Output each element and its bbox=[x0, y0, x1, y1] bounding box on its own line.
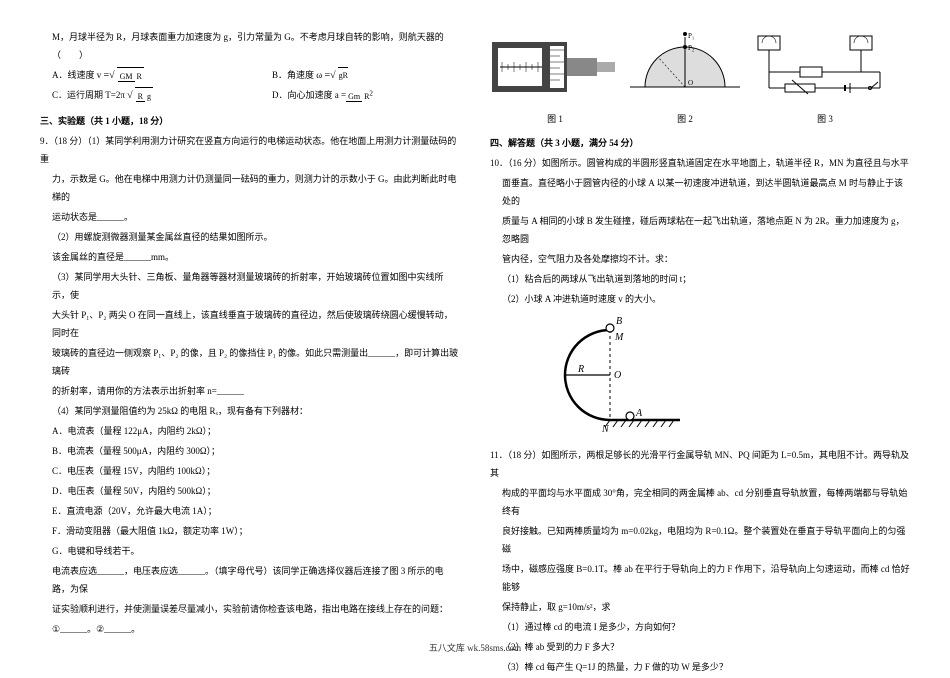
svg-text:O: O bbox=[688, 79, 693, 87]
item-c: C．电压表（量程 15V，内阻约 100kΩ）； bbox=[40, 462, 460, 480]
q11-line4: 场中，磁感应强度 B=0.1T。棒 ab 在平行于导轨向上的力 F 作用下，沿导… bbox=[490, 560, 910, 596]
figure-3: 图 3 bbox=[750, 32, 900, 128]
figures-row: 图 1 P₁ P₂ O 图 2 bbox=[490, 32, 910, 128]
q9-p3c: 玻璃砖的直径边一侧观察 P₁、P₂ 的像，且 P₂ 的像挡住 P₁ 的像。如此只… bbox=[40, 344, 460, 380]
left-column: M，月球半径为 R，月球表面重力加速度为 g，引力常量为 G。不考虑月球自转的影… bbox=[40, 28, 460, 678]
semicircle-diagram-icon: P₁ P₂ O bbox=[630, 32, 740, 102]
sqrt-icon: √ bbox=[127, 90, 133, 101]
figure-2: P₁ P₂ O 图 2 bbox=[630, 32, 740, 128]
fig3-caption: 图 3 bbox=[750, 110, 900, 128]
option-row-cd: C．运行周期 T=2π √Rg D．向心加速度 a =GmR2 bbox=[40, 86, 460, 106]
q11-line5: 保持静止，取 g=10m/s²，求 bbox=[490, 598, 910, 616]
option-d: D．向心加速度 a =GmR2 bbox=[272, 86, 460, 106]
q10-line1: 10．（16 分）如图所示。圆管构成的半圆形竖直轨道固定在水平地面上，轨道半径 … bbox=[490, 154, 910, 172]
q10-line3: 质量与 A 相同的小球 B 发生碰撞，碰后两球粘在一起飞出轨道，落地点距 N 为… bbox=[490, 212, 910, 248]
opt-a-label: A．线速度 v bbox=[52, 70, 101, 80]
svg-text:P₁: P₁ bbox=[688, 32, 694, 40]
opt-a-den: R bbox=[135, 72, 144, 81]
q9-line2: 力，示数是 G。他在电梯中用测力计仍测量同一砝码的重力，则测力计的示数小于 G。… bbox=[40, 170, 460, 206]
label-n: N bbox=[601, 424, 610, 435]
item-a: A．电流表（量程 122μA，内阻约 2kΩ）； bbox=[40, 422, 460, 440]
option-c: C．运行周期 T=2π √Rg bbox=[52, 86, 272, 106]
option-b: B．角速度 ω =√gR bbox=[272, 66, 460, 86]
q10-sub1: （1）粘合后的两球从飞出轨道到落地的时间 t； bbox=[490, 270, 910, 288]
footer-text: 五八文库 wk.58sms.com bbox=[0, 641, 950, 654]
q9-p3d: 的折射率，请用你的方法表示出折射率 n=______ bbox=[40, 382, 460, 400]
label-m: M bbox=[614, 332, 624, 343]
q9-p5b: 证实验顺利进行，并使测量误差尽量减小，实验前请你检查该电路，指出电路在接线上存在… bbox=[40, 600, 460, 618]
opt-b-expr: gR bbox=[338, 67, 348, 84]
q9-line3: 运动状态是______。 bbox=[40, 208, 460, 226]
item-g: G．电键和导线若干。 bbox=[40, 542, 460, 560]
q10-line2: 面垂直。直径略小于圆管内径的小球 A 以某一初速度冲进轨道，到达半圆轨道最高点 … bbox=[490, 174, 910, 210]
fig2-caption: 图 2 bbox=[630, 110, 740, 128]
label-o: O bbox=[614, 370, 621, 381]
q9-p5c: ①______。②______。 bbox=[40, 620, 460, 638]
q9-p2b: 该金属丝的直径是______mm。 bbox=[40, 248, 460, 266]
item-d: D．电压表（量程 50V，内阻约 500kΩ）； bbox=[40, 482, 460, 500]
q9-p3b: 大头针 P₁、P₂ 两尖 O 在同一直线上，该直线垂直于玻璃砖的直径边，然后使玻… bbox=[40, 306, 460, 342]
opt-c-label: C．运行周期 T=2π bbox=[52, 90, 125, 100]
label-b: B bbox=[616, 316, 622, 327]
option-a: A．线速度 v =√GMR bbox=[52, 66, 272, 86]
q11-sub3: （3）棒 cd 每产生 Q=1J 的热量，力 F 做的功 W 是多少？ bbox=[490, 658, 910, 676]
item-f: F．滑动变阻器（最大阻值 1kΩ，额定功率 1W）； bbox=[40, 522, 460, 540]
q9-p3a: （3）某同学用大头针、三角板、量角器等器材测量玻璃砖的折射率，开始玻璃砖位置如图… bbox=[40, 268, 460, 304]
q11-line1: 11．（18 分）如图所示，两根足够长的光滑平行金属导轨 MN、PQ 间距为 L… bbox=[490, 446, 910, 482]
opt-d-label: D．向心加速度 a bbox=[272, 90, 339, 100]
q9-line1: 9．（18 分）（1）某同学利用测力计研究在竖直方向运行的电梯运动状态。他在地面… bbox=[40, 132, 460, 168]
track-diagram-icon: B M R O N A bbox=[510, 310, 690, 440]
opt-d-num: Gm bbox=[346, 92, 362, 102]
option-row-ab: A．线速度 v =√GMR B．角速度 ω =√gR bbox=[40, 66, 460, 86]
q10-line4: 管内径，空气阻力及各处摩擦均不计。求： bbox=[490, 250, 910, 268]
q11-line3: 良好接触。已知两棒质量均为 m=0.02kg，电阻均为 R=0.1Ω。整个装置处… bbox=[490, 522, 910, 558]
section-4-heading: 四、解答题（共 3 小题，满分 54 分） bbox=[490, 134, 910, 152]
right-column: 图 1 P₁ P₂ O 图 2 bbox=[490, 28, 910, 678]
q9-p2a: （2）用螺旋测微器测量某金属丝直径的结果如图所示。 bbox=[40, 228, 460, 246]
sqrt-icon: =√ bbox=[324, 70, 335, 81]
opt-a-num: GM bbox=[118, 72, 135, 82]
label-a: A bbox=[635, 408, 643, 419]
opt-d-den: R2 bbox=[362, 92, 375, 101]
question-intro: M，月球半径为 R，月球表面重力加速度为 g，引力常量为 G。不考虑月球自转的影… bbox=[40, 28, 460, 64]
micrometer-icon bbox=[490, 32, 620, 102]
q9-p5a: 电流表应选______，电压表应选______。（填字母代号）该同学正确选择仪器… bbox=[40, 562, 460, 598]
circuit-diagram-icon bbox=[750, 32, 900, 102]
q11-sub1: （1）通过棒 cd 的电流 I 是多少，方向如何？ bbox=[490, 618, 910, 636]
fig1-caption: 图 1 bbox=[490, 110, 620, 128]
q10-sub2: （2）小球 A 冲进轨道时速度 v 的大小。 bbox=[490, 290, 910, 308]
q9-p4: （4）某同学测量阻值约为 25kΩ 的电阻 Rₓ，现有备有下列器材： bbox=[40, 402, 460, 420]
q11-line2: 构成的平面均与水平面成 30°角，完全相同的两金属棒 ab、cd 分别垂直导轨放… bbox=[490, 484, 910, 520]
item-e: E．直流电源（20V，允许最大电流 1A）； bbox=[40, 502, 460, 520]
item-b: B．电流表（量程 500μA，内阻约 300Ω）； bbox=[40, 442, 460, 460]
opt-c-num: R bbox=[136, 92, 145, 102]
svg-text:P₂: P₂ bbox=[688, 44, 695, 52]
figure-1: 图 1 bbox=[490, 32, 620, 128]
sqrt-icon: =√ bbox=[104, 70, 115, 81]
opt-c-den: g bbox=[145, 92, 153, 101]
section-3-heading: 三、实验题（共 1 小题，18 分） bbox=[40, 112, 460, 130]
opt-b-label: B．角速度 ω bbox=[272, 70, 322, 80]
label-r: R bbox=[577, 364, 584, 375]
